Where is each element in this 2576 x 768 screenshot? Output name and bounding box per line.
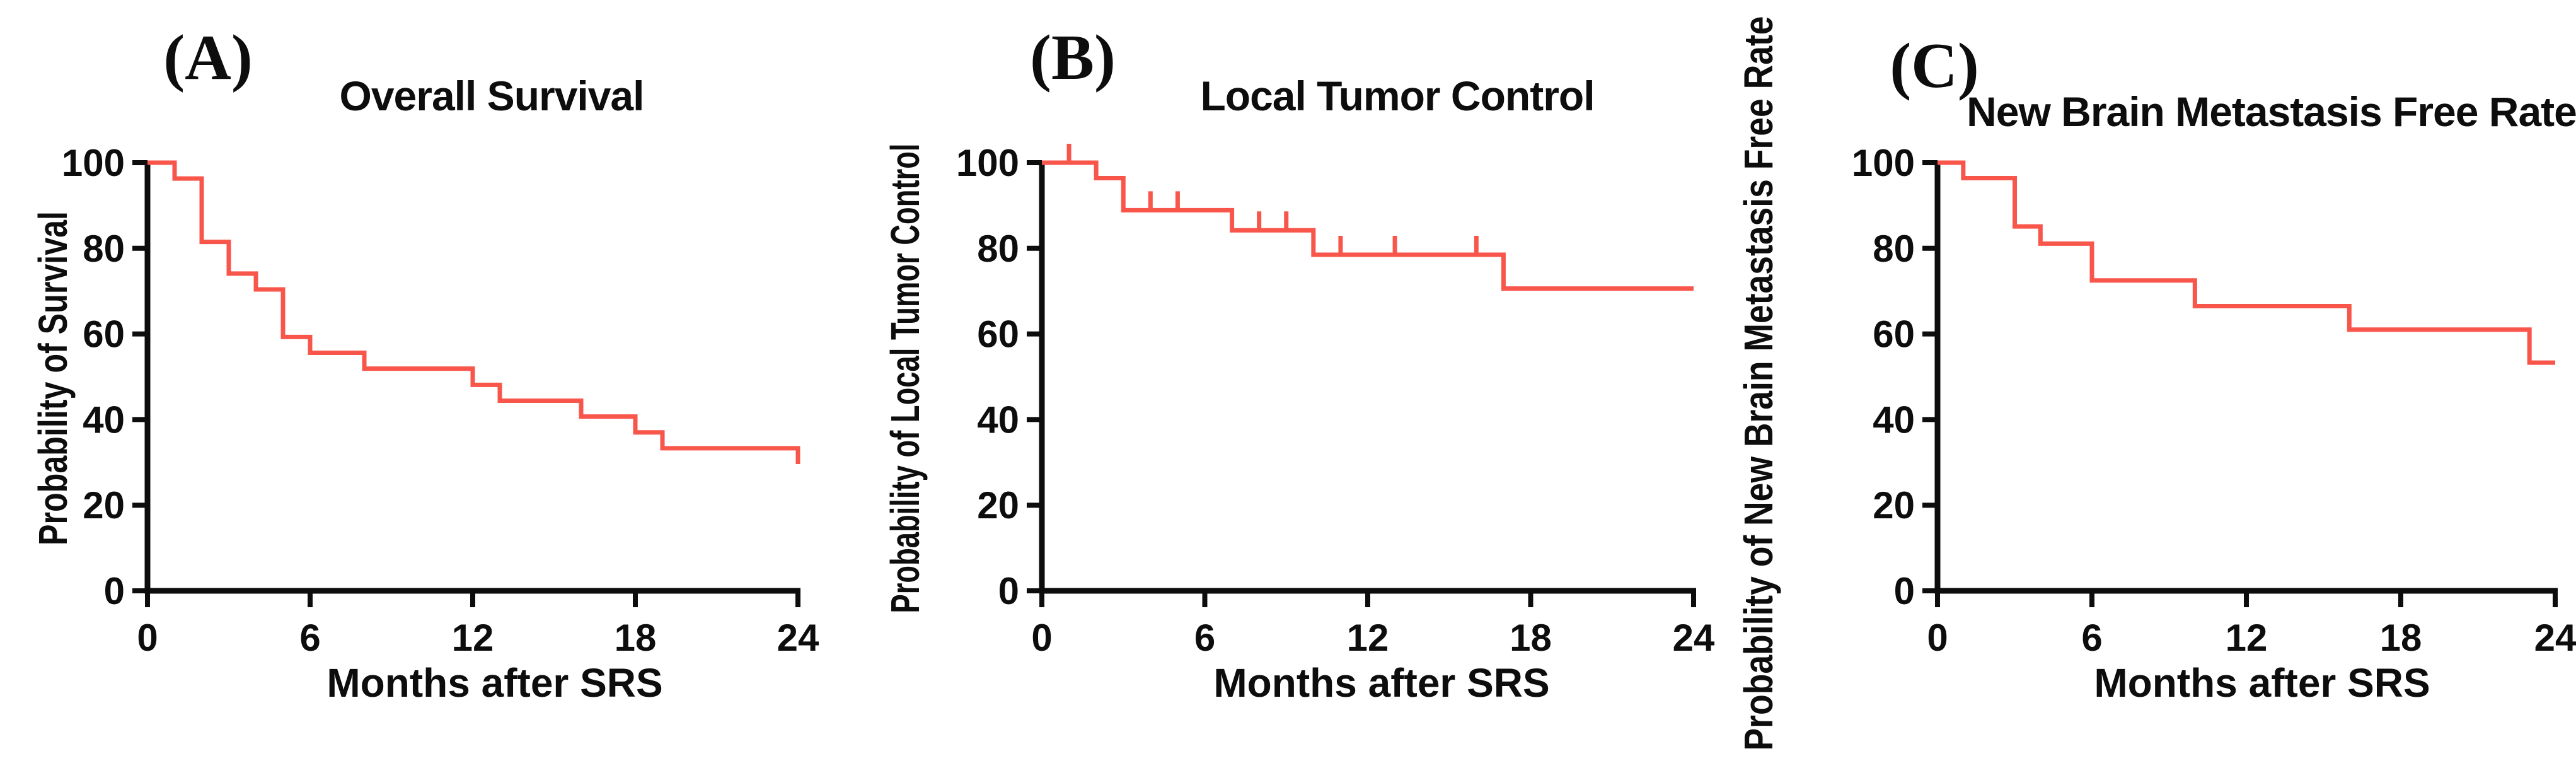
km-chart-a: (A) Overall Survival Months after SRS Pr… bbox=[30, 22, 819, 706]
km-chart-b: (B) Local Tumor Control Months after SRS… bbox=[882, 22, 1715, 706]
y-tick-label: 20 bbox=[977, 484, 1019, 527]
chart-title: Local Tumor Control bbox=[1200, 73, 1594, 119]
axes bbox=[132, 160, 800, 607]
km-panel-c: (C) New Brain Metastasis Free Rate Month… bbox=[1717, 0, 2576, 768]
tick-labels: 0 20 40 60 80 100 0 6 12 18 24 bbox=[62, 142, 819, 659]
y-tick-label: 80 bbox=[977, 228, 1019, 270]
y-tick-label: 100 bbox=[62, 142, 125, 184]
x-tick-label: 6 bbox=[2081, 617, 2102, 659]
y-tick-label: 20 bbox=[1873, 484, 1915, 527]
x-tick-label: 0 bbox=[1927, 617, 1948, 659]
panel-letter: (A) bbox=[163, 22, 253, 93]
survival-curve bbox=[1938, 160, 2555, 365]
x-tick-label: 0 bbox=[1031, 617, 1052, 659]
y-tick-label: 60 bbox=[83, 313, 125, 356]
y-axis-title: Probability of Local Tumor Control bbox=[882, 144, 928, 614]
panel-letter: (C) bbox=[1890, 30, 1979, 102]
x-axis-title: Months after SRS bbox=[2094, 660, 2430, 706]
x-tick-label: 24 bbox=[1673, 617, 1715, 659]
y-tick-label: 60 bbox=[977, 313, 1019, 356]
y-tick-label: 80 bbox=[1873, 228, 1915, 270]
km-panel-a: (A) Overall Survival Months after SRS Pr… bbox=[0, 0, 858, 768]
km-panel-b: (B) Local Tumor Control Months after SRS… bbox=[858, 0, 1717, 768]
survival-curve bbox=[1042, 160, 1694, 291]
y-tick-label: 0 bbox=[104, 570, 125, 612]
y-tick-label: 40 bbox=[977, 399, 1019, 441]
y-tick-label: 40 bbox=[83, 399, 125, 441]
censor-ticks bbox=[1066, 144, 1479, 253]
x-tick-label: 6 bbox=[299, 617, 320, 659]
km-chart-c: (C) New Brain Metastasis Free Rate Month… bbox=[1736, 16, 2576, 751]
tick-labels: 0 20 40 60 80 100 0 6 12 18 24 bbox=[1852, 142, 2576, 659]
y-tick-label: 80 bbox=[83, 228, 125, 270]
chart-title: New Brain Metastasis Free Rate bbox=[1967, 88, 2576, 135]
axes bbox=[1027, 160, 1696, 607]
x-tick-label: 18 bbox=[615, 617, 657, 659]
survival-curve bbox=[147, 160, 800, 465]
chart-title: Overall Survival bbox=[340, 73, 644, 119]
y-axis-title: Probability of New Brain Metastasis Free… bbox=[1736, 16, 1781, 751]
x-tick-label: 24 bbox=[777, 617, 819, 659]
y-tick-label: 40 bbox=[1873, 399, 1915, 441]
x-tick-label: 0 bbox=[137, 617, 158, 659]
x-tick-label: 12 bbox=[1347, 617, 1389, 659]
axes bbox=[1922, 160, 2558, 607]
y-tick-label: 100 bbox=[956, 142, 1019, 184]
x-tick-label: 24 bbox=[2534, 617, 2576, 659]
x-tick-label: 18 bbox=[1510, 617, 1552, 659]
x-tick-label: 12 bbox=[2226, 617, 2268, 659]
x-tick-label: 12 bbox=[452, 617, 494, 659]
x-tick-label: 6 bbox=[1194, 617, 1215, 659]
y-axis-title: Probability of Survival bbox=[30, 211, 76, 545]
x-axis-title: Months after SRS bbox=[326, 660, 662, 706]
y-tick-label: 20 bbox=[83, 484, 125, 527]
panel-letter: (B) bbox=[1030, 22, 1116, 93]
x-axis-title: Months after SRS bbox=[1213, 660, 1549, 706]
y-tick-label: 0 bbox=[998, 570, 1019, 612]
tick-labels: 0 20 40 60 80 100 0 6 12 18 24 bbox=[956, 142, 1715, 659]
x-tick-label: 18 bbox=[2380, 617, 2422, 659]
y-tick-label: 0 bbox=[1894, 570, 1915, 612]
y-tick-label: 100 bbox=[1852, 142, 1915, 184]
y-tick-label: 60 bbox=[1873, 313, 1915, 356]
